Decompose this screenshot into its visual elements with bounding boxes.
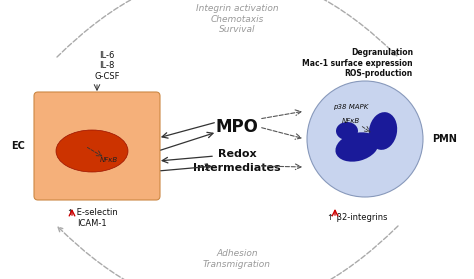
Text: NFκB: NFκB <box>342 118 360 124</box>
Text: Degranulation
Mac-1 surface expression
ROS-production: Degranulation Mac-1 surface expression R… <box>302 48 413 78</box>
Text: ↑ β2-integrins: ↑ β2-integrins <box>327 213 387 222</box>
Text: Adhesion
Transmigration: Adhesion Transmigration <box>203 249 271 269</box>
Ellipse shape <box>369 112 397 150</box>
Text: NFκB: NFκB <box>100 157 118 163</box>
FancyArrowPatch shape <box>57 0 397 57</box>
Text: Integrin activation
Chemotaxis
Survival: Integrin activation Chemotaxis Survival <box>196 4 278 34</box>
Text: PMN: PMN <box>433 134 457 144</box>
Text: p38 MAPK: p38 MAPK <box>333 104 369 110</box>
Ellipse shape <box>307 81 423 197</box>
FancyArrowPatch shape <box>58 226 398 279</box>
Text: Redox
Intermediates: Redox Intermediates <box>193 149 281 173</box>
Text: ↑ E-selectin
ICAM-1: ↑ E-selectin ICAM-1 <box>67 208 118 228</box>
Ellipse shape <box>336 132 379 162</box>
Ellipse shape <box>336 122 358 140</box>
Ellipse shape <box>56 130 128 172</box>
Text: EC: EC <box>11 141 25 151</box>
Text: MPO: MPO <box>216 118 258 136</box>
Text: IL-6
IL-8
G-CSF: IL-6 IL-8 G-CSF <box>94 51 120 81</box>
FancyBboxPatch shape <box>34 92 160 200</box>
